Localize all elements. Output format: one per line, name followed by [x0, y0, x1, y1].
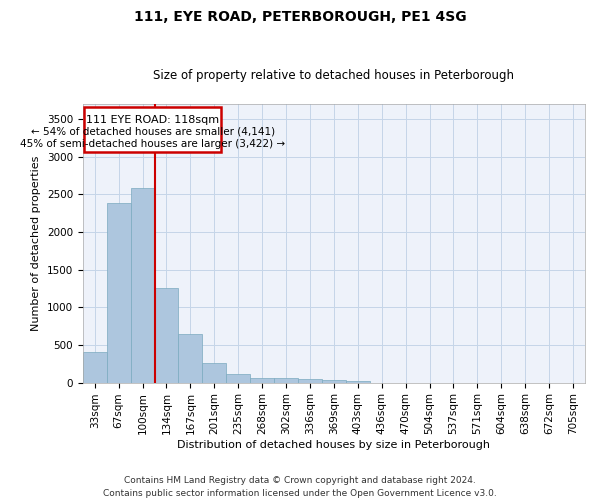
Bar [131, 188, 155, 382]
Bar [107, 202, 131, 382]
Bar [155, 288, 178, 382]
Bar [250, 378, 274, 382]
Bar [226, 374, 250, 382]
Text: ← 54% of detached houses are smaller (4,141): ← 54% of detached houses are smaller (4,… [31, 127, 275, 137]
Bar [202, 363, 226, 382]
Text: 45% of semi-detached houses are larger (3,422) →: 45% of semi-detached houses are larger (… [20, 139, 286, 149]
Bar [83, 352, 107, 382]
Bar [274, 378, 298, 382]
FancyBboxPatch shape [84, 107, 221, 152]
Text: 111 EYE ROAD: 118sqm: 111 EYE ROAD: 118sqm [86, 114, 220, 124]
Title: Size of property relative to detached houses in Peterborough: Size of property relative to detached ho… [154, 69, 514, 82]
X-axis label: Distribution of detached houses by size in Peterborough: Distribution of detached houses by size … [178, 440, 490, 450]
Y-axis label: Number of detached properties: Number of detached properties [31, 156, 41, 331]
Bar [322, 380, 346, 382]
Bar [178, 334, 202, 382]
Text: 111, EYE ROAD, PETERBOROUGH, PE1 4SG: 111, EYE ROAD, PETERBOROUGH, PE1 4SG [134, 10, 466, 24]
Bar [346, 381, 370, 382]
Bar [298, 379, 322, 382]
Text: Contains HM Land Registry data © Crown copyright and database right 2024.
Contai: Contains HM Land Registry data © Crown c… [103, 476, 497, 498]
